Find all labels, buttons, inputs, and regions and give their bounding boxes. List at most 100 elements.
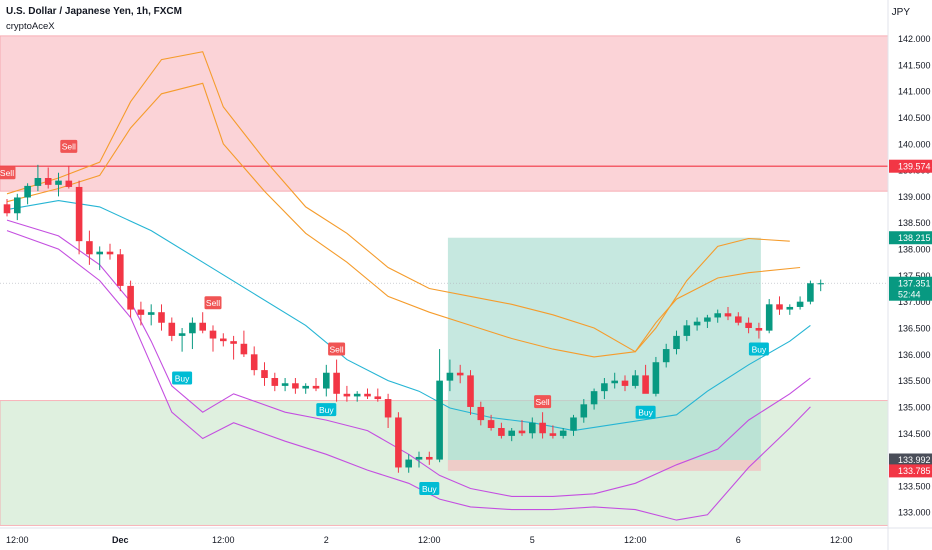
buy-signal: Buy — [419, 482, 440, 496]
candle — [209, 325, 217, 352]
candle — [549, 425, 557, 439]
candle-body — [735, 316, 742, 323]
candle-body — [209, 330, 217, 339]
candle — [693, 317, 701, 331]
signal-badge — [0, 166, 16, 180]
symbol-title[interactable]: U.S. Dollar / Japanese Yen, 1h, FXCM — [6, 6, 182, 17]
candle-body — [426, 456, 433, 460]
candle — [467, 370, 474, 415]
signal-badge — [534, 395, 552, 409]
signal-badge — [204, 296, 222, 310]
candle-body — [807, 283, 814, 302]
candle-body — [446, 372, 454, 381]
candle-body — [405, 459, 412, 468]
lower-outer-line — [6, 230, 811, 521]
price-label-bg — [889, 464, 932, 478]
candle — [55, 172, 62, 197]
candle-body — [292, 383, 299, 389]
candle-body — [436, 380, 443, 460]
candle-body — [34, 178, 42, 186]
candle — [75, 180, 83, 255]
candle — [683, 320, 691, 342]
candle — [446, 359, 454, 392]
candle — [714, 309, 721, 323]
buy-signal: Buy — [635, 405, 656, 419]
signal-label: Buy — [638, 408, 653, 418]
candle-body — [467, 375, 474, 407]
candle-body — [652, 362, 660, 394]
candle — [24, 183, 31, 205]
ma-line — [6, 200, 811, 432]
price-label: 138.215 — [889, 231, 932, 245]
candle-body — [189, 322, 196, 334]
candle-body — [384, 399, 392, 418]
candle-body — [796, 301, 804, 307]
candle — [281, 378, 289, 392]
candle-body — [374, 396, 382, 400]
candle — [765, 299, 773, 334]
candle-body — [343, 393, 351, 397]
candle-body — [147, 312, 155, 315]
price-tick: 141.000 — [898, 87, 931, 97]
price-tick: 142.000 — [898, 34, 931, 44]
candle-body — [415, 456, 423, 460]
price-label-bg — [889, 159, 932, 173]
time-tick: 5 — [530, 535, 535, 545]
candle — [621, 375, 629, 392]
candle-body — [333, 372, 340, 394]
indicator-name[interactable]: cryptoAceX — [6, 21, 55, 32]
candle — [456, 364, 464, 384]
candle-body — [117, 254, 124, 286]
sell-signal: Sell — [534, 395, 552, 409]
price-axis[interactable]: 133.000133.500134.000134.500135.000135.5… — [889, 34, 932, 518]
candle — [559, 428, 567, 439]
candle-body — [323, 372, 330, 389]
candle-body — [199, 322, 206, 331]
candle — [724, 306, 732, 321]
candle — [220, 333, 227, 347]
candle-body — [518, 430, 526, 434]
sell-signal: Sell — [204, 296, 222, 310]
candles-layer — [3, 164, 824, 473]
sell-signal: Sell — [60, 139, 78, 153]
candle — [178, 328, 186, 352]
candle — [704, 314, 711, 328]
candle-body — [281, 383, 289, 386]
candle-body — [662, 349, 670, 363]
candle-body — [24, 185, 31, 198]
candle — [735, 312, 742, 326]
signal-badge — [419, 482, 440, 496]
lower-inner-line — [6, 219, 811, 497]
resistance-zone — [0, 35, 889, 192]
candle — [570, 414, 577, 436]
time-axis[interactable]: 12:00 Dec 12:00 2 12:00 5 12:00 6 12:00 — [6, 535, 853, 545]
price-label-text: 133.785 — [898, 466, 931, 476]
signal-badge — [748, 342, 769, 356]
candle — [796, 296, 804, 310]
price-label-text: 133.992 — [898, 455, 931, 465]
price-label-text: 137.351 — [898, 278, 931, 288]
signal-badge — [328, 342, 346, 356]
candle — [539, 412, 546, 439]
signal-badge — [172, 371, 193, 385]
time-tick: 2 — [324, 535, 329, 545]
candle-body — [755, 328, 763, 331]
candle — [14, 193, 21, 221]
upper-outer-line — [6, 51, 801, 353]
price-tick: 133.000 — [898, 508, 931, 518]
buy-signal: Buy — [172, 371, 193, 385]
candle — [137, 301, 145, 326]
price-tick: 134.500 — [898, 429, 931, 439]
candle-body — [786, 306, 794, 310]
price-tick: 136.000 — [898, 350, 931, 360]
candle-body — [250, 354, 258, 371]
candle — [477, 401, 485, 426]
candle — [436, 349, 443, 463]
candle — [127, 280, 134, 318]
candle-body — [590, 391, 598, 405]
candle — [508, 428, 515, 442]
candle-body — [240, 343, 248, 355]
candle — [374, 388, 382, 402]
candle — [415, 451, 423, 468]
